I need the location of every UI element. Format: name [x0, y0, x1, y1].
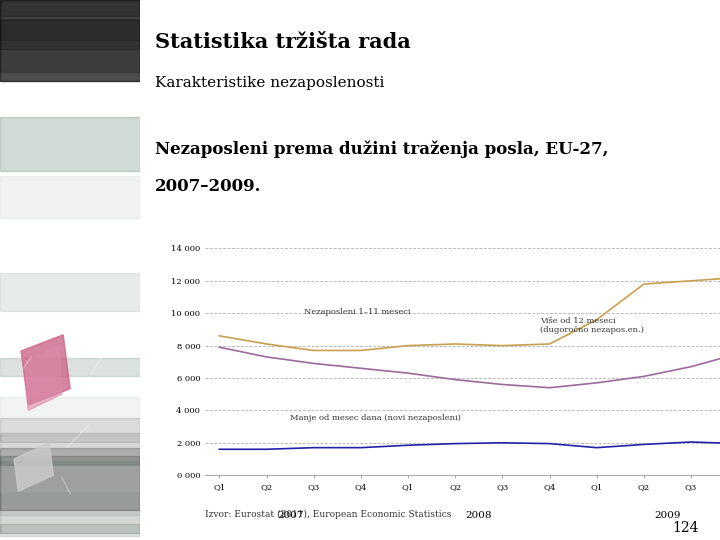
- Bar: [0, 0, 140, 16]
- Polygon shape: [25, 346, 62, 410]
- Bar: [0, 456, 140, 533]
- Bar: [0, 20, 140, 49]
- Bar: [0, 117, 140, 171]
- Bar: [0, 19, 140, 72]
- Text: Nezaposleni 1–11 meseci: Nezaposleni 1–11 meseci: [305, 308, 411, 316]
- Text: Karakteristike nezaposlenosti: Karakteristike nezaposlenosti: [155, 76, 384, 90]
- Bar: [0, 437, 140, 491]
- Bar: [0, 285, 140, 310]
- Bar: [0, 448, 140, 510]
- Bar: [0, 420, 140, 434]
- Text: 2008: 2008: [466, 511, 492, 520]
- Bar: [0, 418, 140, 442]
- Bar: [0, 462, 140, 515]
- Polygon shape: [21, 335, 71, 405]
- Bar: [0, 434, 140, 465]
- Text: Izvor: Eurostat (2011), European Economic Statistics: Izvor: Eurostat (2011), European Economi…: [205, 510, 451, 519]
- Text: Nezaposleni prema dužini traženja posla, EU-27,: Nezaposleni prema dužini traženja posla,…: [155, 140, 608, 158]
- Text: 2007: 2007: [277, 511, 303, 520]
- Bar: [0, 176, 140, 218]
- Text: 2007–2009.: 2007–2009.: [155, 178, 261, 195]
- Bar: [0, 397, 140, 464]
- Bar: [0, 0, 140, 39]
- Bar: [0, 358, 140, 375]
- Bar: [0, 273, 140, 312]
- Bar: [0, 0, 140, 81]
- Text: 124: 124: [672, 521, 698, 535]
- Bar: [0, 524, 140, 536]
- Bar: [0, 325, 140, 394]
- Polygon shape: [14, 443, 53, 491]
- Text: Statistika tržišta rada: Statistika tržišta rada: [155, 32, 410, 52]
- Text: Manje od mesec dana (novi nezaposleni): Manje od mesec dana (novi nezaposleni): [290, 414, 461, 422]
- Text: Više od 12 meseci
(dugoročno nezapos.en.): Više od 12 meseci (dugoročno nezapos.en.…: [540, 317, 644, 334]
- Bar: [0, 260, 140, 338]
- Text: 2009: 2009: [654, 511, 680, 520]
